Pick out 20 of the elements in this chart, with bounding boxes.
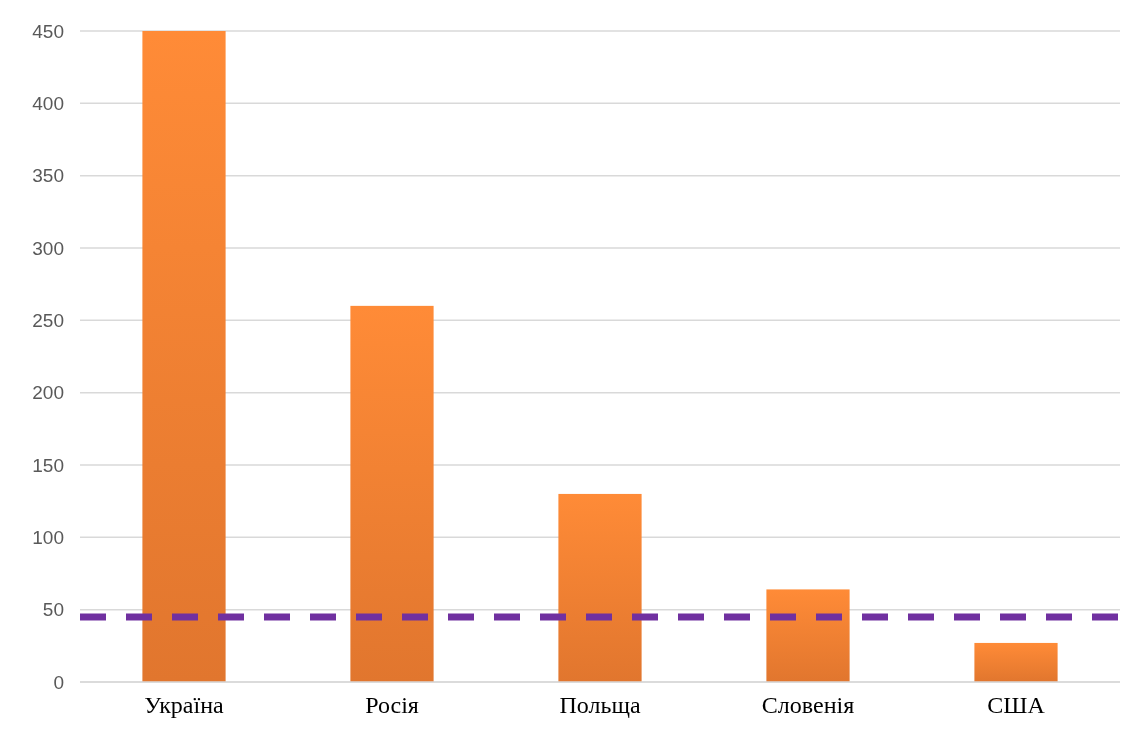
x-tick-label: США [987,692,1046,719]
y-tick-label: 400 [32,92,64,114]
bar [558,493,642,682]
bar [350,305,434,682]
y-tick-label: 150 [32,454,64,476]
bar [974,642,1058,682]
x-tick-label: Словенія [761,692,855,719]
y-tick-label: 300 [32,237,64,259]
y-tick-label: 450 [32,20,64,42]
y-tick-label: 50 [42,599,64,621]
x-tick-label: Україна [144,692,225,719]
y-tick-label: 200 [32,382,64,404]
y-tick-label: 250 [32,309,64,331]
y-tick-label: 100 [32,526,64,548]
y-tick-label: 0 [53,671,64,693]
y-tick-label: 350 [32,165,64,187]
x-tick-label: Польща [559,692,641,719]
x-tick-label: Росія [365,692,419,719]
bar [142,31,226,682]
bar [766,589,850,682]
